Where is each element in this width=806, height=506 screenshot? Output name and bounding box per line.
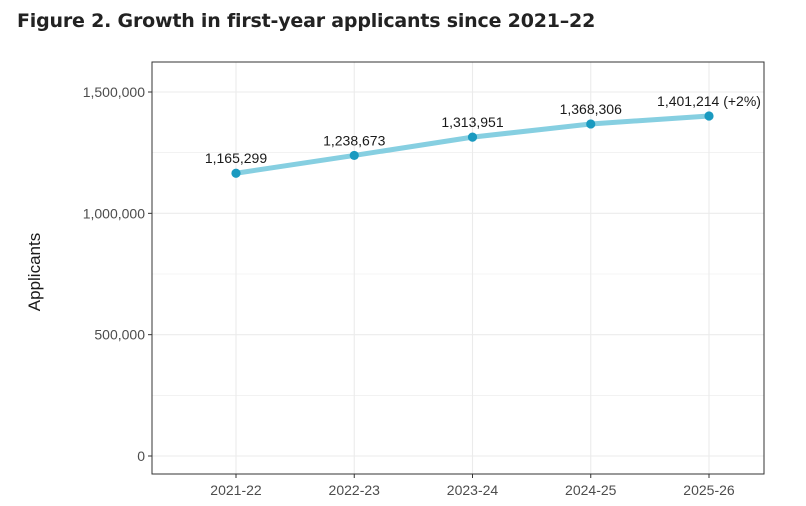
y-axis-title: Applicants (25, 233, 44, 311)
data-point (704, 111, 714, 121)
x-tick-label: 2022-23 (329, 482, 381, 498)
x-tick-label: 2024-25 (565, 482, 617, 498)
y-tick-label: 500,000 (94, 327, 145, 343)
x-tick-label: 2025-26 (683, 482, 735, 498)
data-labels: 1,165,299 1,238,673 1,313,951 1,368,306 1,40… (205, 93, 761, 166)
figure-title: Figure 2. Growth in first-year applicant… (17, 10, 596, 32)
y-tick-label: 1,500,000 (83, 84, 145, 100)
x-tick-label: 2023-24 (447, 482, 499, 498)
data-point (231, 168, 241, 178)
data-label: 1,401,214 (+2%) (657, 93, 761, 109)
minor-gridlines (152, 152, 764, 396)
x-tick-label: 2021-22 (210, 482, 262, 498)
major-gridlines (152, 62, 764, 474)
plot-frame (151, 61, 765, 475)
data-points (231, 111, 714, 178)
data-label: 1,313,951 (441, 114, 503, 130)
data-point (467, 132, 478, 142)
y-tick-label: 0 (137, 448, 145, 464)
data-label: 1,165,299 (205, 150, 267, 166)
data-point (349, 150, 359, 161)
y-axis: 0 500,000 1,000,000 1,500,000 (83, 84, 152, 464)
data-label: 1,238,673 (323, 132, 385, 148)
data-point (586, 119, 596, 129)
y-tick-label: 1,000,000 (83, 205, 145, 221)
data-label: 1,368,306 (560, 101, 622, 117)
x-axis: 2021-22 2022-23 2023-24 2024-25 2025-26 (210, 474, 735, 498)
